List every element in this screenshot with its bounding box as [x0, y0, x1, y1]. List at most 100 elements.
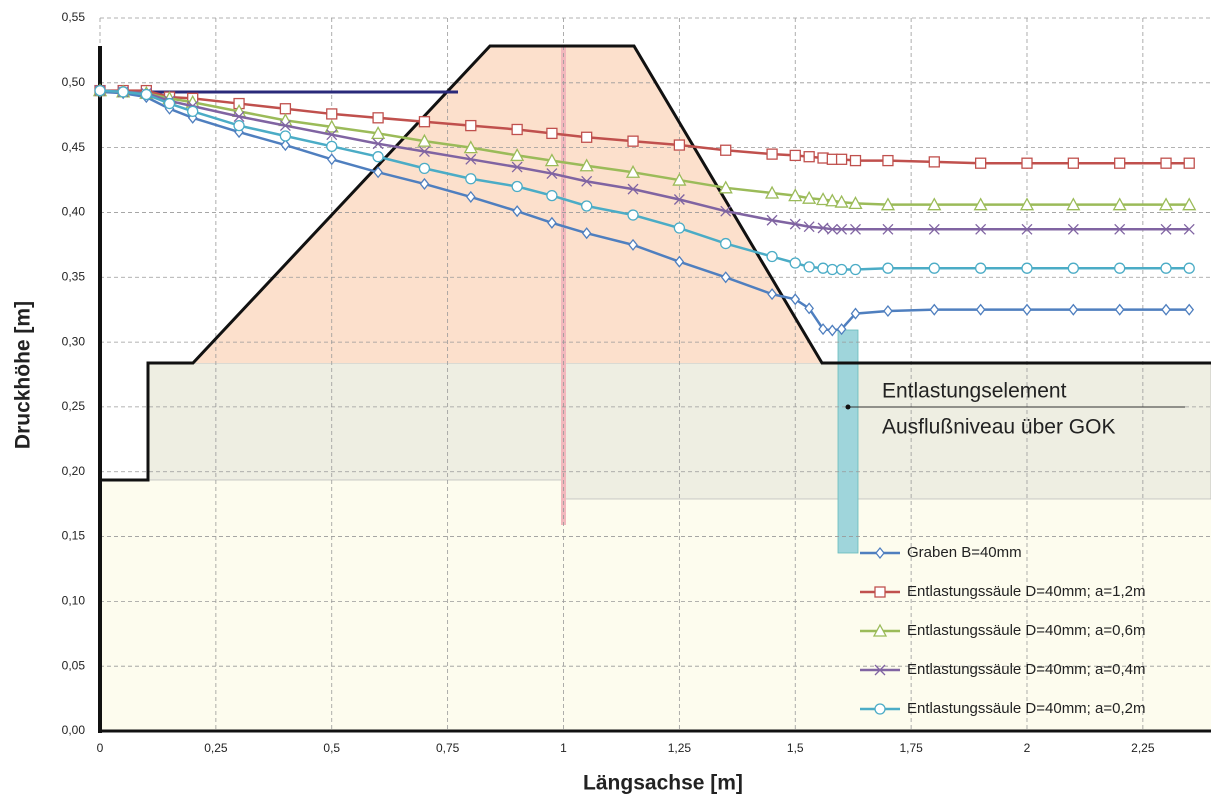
y-tick-label: 0,25 [62, 399, 86, 413]
legend-label: Entlastungssäule D=40mm; a=0,2m [907, 700, 1145, 717]
marker [1023, 305, 1031, 315]
y-axis-title: Druckhöhe [m] [12, 301, 35, 449]
x-tick-label: 1,75 [899, 741, 923, 755]
marker [1068, 263, 1078, 273]
marker [1185, 305, 1193, 315]
marker [976, 158, 986, 168]
marker [1116, 305, 1124, 315]
annotation: Ausflußniveau über GOK [882, 416, 1115, 439]
marker [674, 223, 684, 233]
marker [165, 99, 175, 109]
y-tick-label: 0,00 [62, 723, 86, 737]
x-tick-label: 0,5 [323, 741, 340, 755]
marker [790, 150, 800, 160]
marker [818, 263, 828, 273]
marker [875, 704, 885, 714]
marker [95, 86, 105, 96]
marker [884, 306, 892, 316]
marker [1161, 158, 1171, 168]
marker [850, 264, 860, 274]
x-tick-label: 1,25 [668, 741, 692, 755]
marker [883, 263, 893, 273]
marker [327, 109, 337, 119]
marker [328, 154, 336, 164]
x-tick-label: 1 [560, 741, 567, 755]
marker [512, 124, 522, 134]
marker [767, 149, 777, 159]
x-tick-label: 0,25 [204, 741, 228, 755]
marker [466, 174, 476, 184]
marker [582, 132, 592, 142]
marker [976, 263, 986, 273]
marker [628, 210, 638, 220]
marker [547, 191, 557, 201]
y-tick-label: 0,50 [62, 75, 86, 89]
x-tick-label: 0,75 [436, 741, 460, 755]
marker [674, 140, 684, 150]
marker [767, 252, 777, 262]
marker [1184, 158, 1194, 168]
marker [547, 128, 557, 138]
marker [721, 239, 731, 249]
marker [818, 153, 828, 163]
marker [188, 106, 198, 116]
x-tick-label: 0 [97, 741, 104, 755]
marker [1184, 263, 1194, 273]
marker [827, 264, 837, 274]
marker [929, 157, 939, 167]
marker [804, 152, 814, 162]
marker [1115, 263, 1125, 273]
marker [280, 104, 290, 114]
marker [1022, 158, 1032, 168]
marker [828, 325, 836, 335]
y-tick-label: 0,10 [62, 594, 86, 608]
marker [1068, 158, 1078, 168]
marker [721, 145, 731, 155]
marker [141, 89, 151, 99]
y-tick-label: 0,45 [62, 140, 86, 154]
marker [373, 152, 383, 162]
legend-label: Graben B=40mm [907, 544, 1022, 561]
marker [118, 87, 128, 97]
legend-label: Entlastungssäule D=40mm; a=0,6m [907, 622, 1145, 639]
marker [804, 262, 814, 272]
marker [827, 154, 837, 164]
marker [234, 121, 244, 131]
marker [875, 587, 885, 597]
legend-label: Entlastungssäule D=40mm; a=0,4m [907, 661, 1145, 678]
lower-layer [100, 480, 1211, 731]
marker [582, 201, 592, 211]
marker [977, 305, 985, 315]
marker [628, 136, 638, 146]
x-tick-label: 2,25 [1131, 741, 1155, 755]
marker [883, 156, 893, 166]
marker [791, 294, 799, 304]
marker [790, 258, 800, 268]
y-tick-label: 0,05 [62, 658, 86, 672]
y-tick-label: 0,20 [62, 464, 86, 478]
y-tick-label: 0,30 [62, 334, 86, 348]
marker [466, 121, 476, 131]
annotation-dot [846, 405, 851, 410]
marker [1162, 305, 1170, 315]
marker [327, 141, 337, 151]
y-tick-label: 0,15 [62, 529, 86, 543]
legend-label: Entlastungssäule D=40mm; a=1,2m [907, 583, 1145, 600]
marker [373, 113, 383, 123]
marker [419, 163, 429, 173]
marker [1161, 263, 1171, 273]
y-tick-label: 0,55 [62, 10, 86, 24]
x-axis-title: Längsachse [m] [583, 772, 743, 795]
y-tick-label: 0,40 [62, 205, 86, 219]
marker [850, 156, 860, 166]
marker [837, 264, 847, 274]
marker [837, 154, 847, 164]
marker [280, 131, 290, 141]
marker [1115, 158, 1125, 168]
marker [930, 305, 938, 315]
y-tick-label: 0,35 [62, 269, 86, 283]
chart: Entlastungselement Ausflußniveau über GO… [0, 0, 1211, 799]
marker [512, 182, 522, 192]
x-tick-label: 1,5 [787, 741, 804, 755]
marker [1022, 263, 1032, 273]
